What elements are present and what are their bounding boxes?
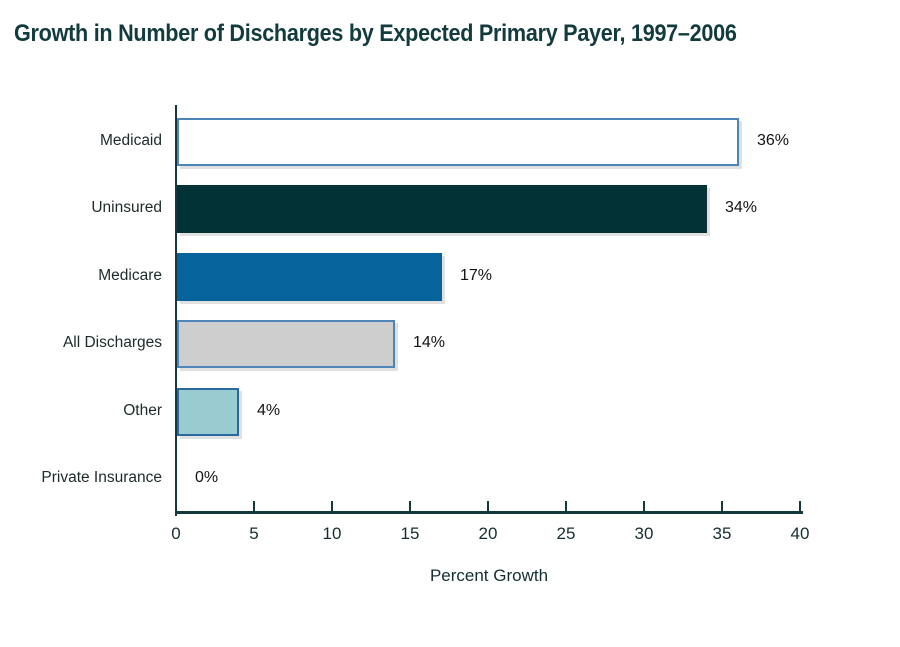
x-tick-5	[253, 501, 255, 511]
x-tick-label-25: 25	[556, 524, 576, 543]
x-tick-15	[409, 501, 411, 511]
x-tick-label-40: 40	[790, 524, 810, 543]
x-tick-label-5: 5	[249, 524, 259, 543]
x-tick-0	[175, 501, 177, 511]
category-label-private-insurance: Private Insurance	[41, 469, 162, 487]
bar-medicaid	[177, 117, 739, 166]
bar-other	[177, 387, 239, 436]
category-label-all-discharges: All Discharges	[62, 334, 162, 352]
bar-all-discharges	[177, 320, 395, 369]
bar-medicare	[177, 252, 442, 301]
x-tick-label-0: 0	[171, 524, 181, 543]
value-label-all-discharges: 14%	[413, 334, 446, 352]
x-tick-label-30: 30	[634, 524, 654, 543]
bar-uninsured	[177, 185, 707, 234]
category-label-uninsured: Uninsured	[91, 199, 162, 217]
x-tick-label-20: 20	[478, 524, 498, 543]
value-label-uninsured: 34%	[725, 199, 758, 217]
x-tick-label-35: 35	[712, 524, 732, 543]
x-axis-line	[175, 511, 803, 514]
category-label-medicare: Medicare	[98, 266, 162, 284]
x-tick-20	[487, 501, 489, 511]
x-tick-40	[799, 501, 801, 511]
x-tick-10	[331, 501, 333, 511]
x-tick-label-10: 10	[322, 524, 342, 543]
category-label-medicaid: Medicaid	[99, 131, 162, 149]
value-label-private-insurance: 0%	[195, 469, 219, 487]
x-tick-30	[643, 501, 645, 511]
value-label-other: 4%	[257, 401, 281, 419]
value-label-medicare: 17%	[460, 266, 493, 284]
value-label-medicaid: 36%	[757, 131, 790, 149]
x-tick-label-15: 15	[400, 524, 420, 543]
chart-title: Growth in Number of Discharges by Expect…	[14, 20, 737, 47]
category-label-other: Other	[123, 401, 162, 419]
y-axis-line	[175, 105, 177, 516]
x-tick-25	[565, 501, 567, 511]
x-axis-title: Percent Growth	[429, 566, 549, 585]
x-tick-35	[721, 501, 723, 511]
